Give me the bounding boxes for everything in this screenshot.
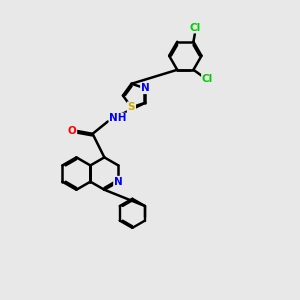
Text: N: N: [141, 83, 150, 93]
Text: S: S: [128, 102, 135, 112]
Text: Cl: Cl: [189, 22, 200, 33]
Text: N: N: [114, 177, 123, 187]
Text: Cl: Cl: [202, 74, 213, 84]
Text: NH: NH: [110, 113, 127, 124]
Text: O: O: [68, 126, 76, 136]
